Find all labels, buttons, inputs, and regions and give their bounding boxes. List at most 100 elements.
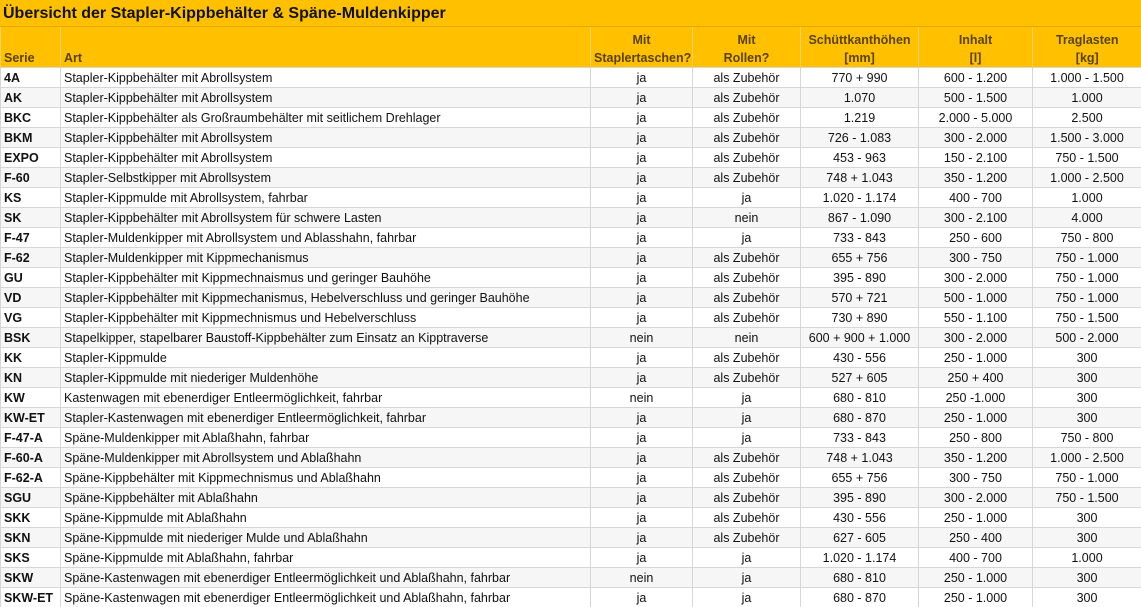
data-table: Serie Art Mit Staplertaschen? Mit Rollen? Schü… bbox=[0, 27, 1141, 607]
series-cell: SKK bbox=[0, 507, 61, 528]
table-cell: 1.020 - 1.174 bbox=[800, 547, 919, 568]
table-cell: 300 - 2.100 bbox=[918, 207, 1033, 228]
table-cell: ja bbox=[590, 527, 693, 548]
table-cell: ja bbox=[590, 347, 693, 368]
table-cell: 430 - 556 bbox=[800, 507, 919, 528]
table-cell: Stapler-Selbstkipper mit Abrollsystem bbox=[60, 167, 591, 188]
table-cell: als Zubehör bbox=[692, 307, 801, 328]
table-row: GU Stapler-Kippbehälter mit Kippmechnaism… bbox=[0, 267, 1141, 288]
series-cell: SGU bbox=[0, 487, 61, 508]
table-cell: 627 - 605 bbox=[800, 527, 919, 548]
table-cell: 300 bbox=[1032, 407, 1141, 428]
table-cell: 250 - 1.000 bbox=[918, 507, 1033, 528]
table-row: SKS Späne-Kippmulde mit Ablaßhahn, fahrba… bbox=[0, 547, 1141, 568]
table-cell: 2.000 - 5.000 bbox=[918, 107, 1033, 128]
table-cell: 750 - 1.500 bbox=[1032, 147, 1141, 168]
series-cell: KK bbox=[0, 347, 61, 368]
table-cell: ja bbox=[692, 547, 801, 568]
table-cell: als Zubehör bbox=[692, 267, 801, 288]
table-cell: Stapler-Kippbehälter mit Abrollsystem bbox=[60, 147, 591, 168]
table-row: F-60-A Späne-Muldenkipper mit Abrollsyste… bbox=[0, 447, 1141, 468]
series-cell: F-60-A bbox=[0, 447, 61, 468]
table-cell: als Zubehör bbox=[692, 507, 801, 528]
table-cell: 1.070 bbox=[800, 87, 919, 108]
table-row: KW-ET Stapler-Kastenwagen mit ebenerdiger… bbox=[0, 407, 1141, 428]
table-cell: Späne-Kippbehälter mit Kippmechnismus un… bbox=[60, 467, 591, 488]
header-text: [l] bbox=[969, 51, 982, 65]
table-cell: Stapler-Kippmulde mit niederiger Muldenh… bbox=[60, 367, 591, 388]
table-row: SKK Späne-Kippmulde mit Ablaßhahn ja als Zu… bbox=[0, 507, 1141, 528]
table-cell: 550 - 1.100 bbox=[918, 307, 1033, 328]
series-cell: GU bbox=[0, 267, 61, 288]
series-cell: BSK bbox=[0, 327, 61, 348]
table-cell: 300 - 2.000 bbox=[918, 487, 1033, 508]
table-cell: ja bbox=[692, 407, 801, 428]
table-cell: Späne-Kippmulde mit Ablaßhahn, fahrbar bbox=[60, 547, 591, 568]
series-cell: F-47-A bbox=[0, 427, 61, 448]
table-cell: 300 - 750 bbox=[918, 467, 1033, 488]
table-cell: ja bbox=[590, 107, 693, 128]
table-cell: als Zubehör bbox=[692, 247, 801, 268]
table-cell: 300 bbox=[1032, 347, 1141, 368]
table-cell: Stapler-Kippbehälter mit Abrollsystem fü… bbox=[60, 207, 591, 228]
header-text: Rollen? bbox=[723, 51, 770, 65]
table-cell: nein bbox=[590, 387, 693, 408]
table-cell: 250 - 1.000 bbox=[918, 347, 1033, 368]
table-cell: 750 - 1.500 bbox=[1032, 307, 1141, 328]
table-cell: 250 + 400 bbox=[918, 367, 1033, 388]
table-cell: ja bbox=[590, 367, 693, 388]
table-cell: nein bbox=[692, 327, 801, 348]
header-text: Art bbox=[64, 51, 83, 65]
table-cell: 150 - 2.100 bbox=[918, 147, 1033, 168]
series-cell: SKS bbox=[0, 547, 61, 568]
table-cell: ja bbox=[590, 67, 693, 88]
series-cell: BKC bbox=[0, 107, 61, 128]
table-cell: Stapler-Kippbehälter mit Abrollsystem bbox=[60, 127, 591, 148]
table-cell: 300 - 2.000 bbox=[918, 127, 1033, 148]
table-row: F-62 Stapler-Muldenkipper mit Kippmechani… bbox=[0, 247, 1141, 268]
table-cell: Späne-Kippmulde mit niederiger Mulde und… bbox=[60, 527, 591, 548]
table-cell: 250 - 1.000 bbox=[918, 567, 1033, 588]
series-cell: F-60 bbox=[0, 167, 61, 188]
table-row: SKN Späne-Kippmulde mit niederiger Mulde … bbox=[0, 527, 1141, 548]
table-cell: Späne-Kastenwagen mit ebenerdiger Entlee… bbox=[60, 587, 591, 607]
table-row: F-47-A Späne-Muldenkipper mit Ablaßhahn, … bbox=[0, 427, 1141, 448]
table-cell: als Zubehör bbox=[692, 487, 801, 508]
header-cell: Traglasten [kg] bbox=[1032, 27, 1141, 68]
header-cell: Art bbox=[60, 27, 591, 68]
table-cell: 350 - 1.200 bbox=[918, 167, 1033, 188]
series-cell: KS bbox=[0, 187, 61, 208]
table-cell: Kastenwagen mit ebenerdiger Entleermögli… bbox=[60, 387, 591, 408]
table-cell: 395 - 890 bbox=[800, 487, 919, 508]
table-cell: als Zubehör bbox=[692, 527, 801, 548]
series-cell: KW-ET bbox=[0, 407, 61, 428]
table-cell: 726 - 1.083 bbox=[800, 127, 919, 148]
table-cell: Späne-Kippbehälter mit Ablaßhahn bbox=[60, 487, 591, 508]
table-cell: ja bbox=[590, 407, 693, 428]
series-cell: KN bbox=[0, 367, 61, 388]
table-cell: ja bbox=[590, 427, 693, 448]
table-cell: 570 + 721 bbox=[800, 287, 919, 308]
header-text: Traglasten bbox=[1055, 33, 1119, 47]
table-cell: 250 - 400 bbox=[918, 527, 1033, 548]
table-cell: 680 - 870 bbox=[800, 407, 919, 428]
table-cell: 750 - 1.000 bbox=[1032, 267, 1141, 288]
table-cell: 680 - 810 bbox=[800, 387, 919, 408]
table-cell: ja bbox=[590, 247, 693, 268]
table-row: F-47 Stapler-Muldenkipper mit Abrollsyste… bbox=[0, 227, 1141, 248]
table-cell: 250 -1.000 bbox=[918, 387, 1033, 408]
header-cell: Mit Staplertaschen? bbox=[590, 27, 693, 68]
table-cell: 395 - 890 bbox=[800, 267, 919, 288]
table-cell: 400 - 700 bbox=[918, 547, 1033, 568]
table-row: F-60 Stapler-Selbstkipper mit Abrollsyste… bbox=[0, 167, 1141, 188]
series-cell: SK bbox=[0, 207, 61, 228]
table-row: 4A Stapler-Kippbehälter mit Abrollsystem j… bbox=[0, 67, 1141, 88]
table-cell: nein bbox=[692, 207, 801, 228]
table-cell: als Zubehör bbox=[692, 147, 801, 168]
table-cell: Stapler-Kippbehälter mit Kippmechnaismus… bbox=[60, 267, 591, 288]
table-cell: als Zubehör bbox=[692, 87, 801, 108]
header-cell: Schüttkanthöhen [mm] bbox=[800, 27, 919, 68]
table-cell: ja bbox=[590, 207, 693, 228]
series-cell: F-62-A bbox=[0, 467, 61, 488]
